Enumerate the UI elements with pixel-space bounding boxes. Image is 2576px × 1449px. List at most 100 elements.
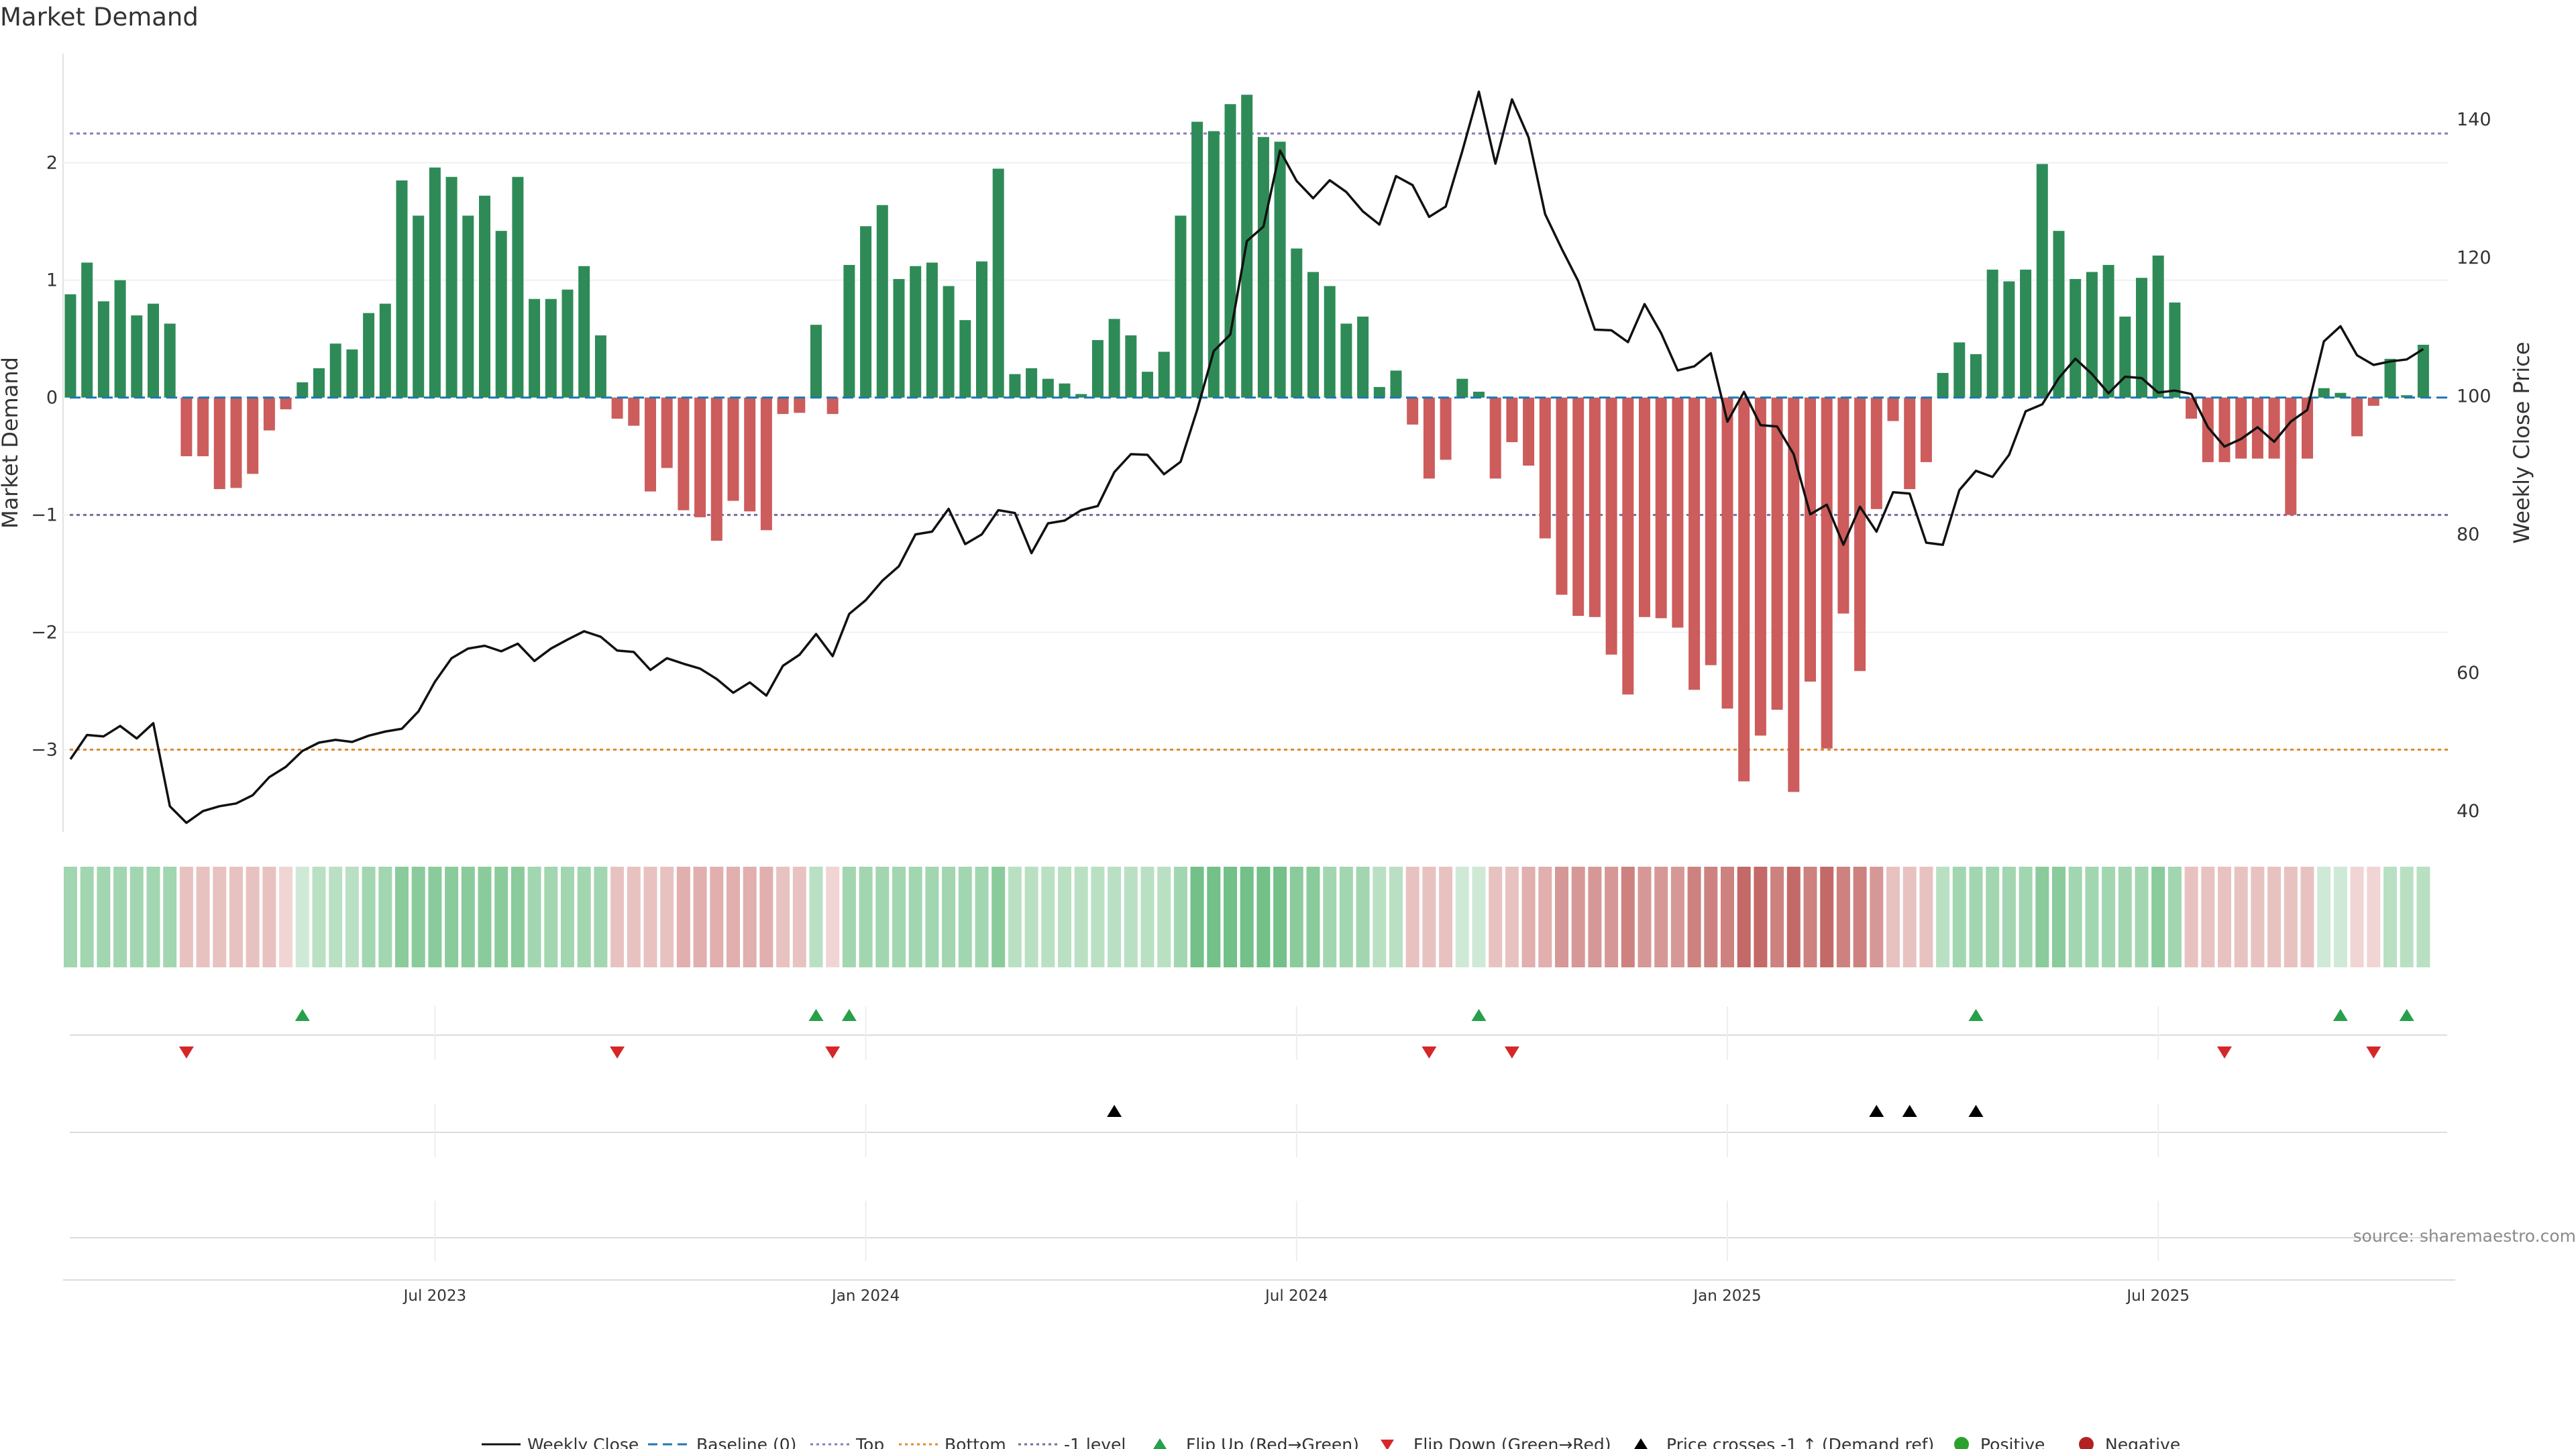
flip-up-marker: [2332, 1009, 2348, 1021]
demand-bar: [1125, 335, 1137, 398]
demand-bar: [943, 286, 955, 398]
strip-cell: [1339, 867, 1353, 967]
demand-bar: [545, 299, 557, 398]
demand-bar: [694, 397, 706, 518]
demand-bar: [1920, 397, 1932, 462]
strip-cell: [461, 867, 475, 967]
demand-bar: [876, 205, 888, 398]
demand-bar: [512, 176, 524, 398]
strip-cell: [1306, 867, 1320, 967]
demand-bar: [1091, 339, 1104, 398]
demand-bar: [329, 343, 341, 398]
demand-bar: [1009, 374, 1021, 398]
strip-cell: [2284, 867, 2298, 967]
strip-cell: [2201, 867, 2215, 967]
y-tick-label-left: 2: [46, 153, 58, 174]
strip-cell: [1670, 867, 1684, 967]
strip-cell: [1157, 867, 1171, 967]
y-tick-label-left: −1: [31, 505, 58, 526]
strip-cell: [1737, 867, 1751, 967]
strip-cell: [2317, 867, 2331, 967]
strip-cell: [1770, 867, 1784, 967]
legend: Weekly Close Baseline (0) Top Bottom -1 …: [482, 1435, 2180, 1449]
demand-bar: [1970, 354, 1982, 398]
strip-cell: [693, 867, 707, 967]
legend-label: Bottom: [945, 1435, 1006, 1449]
strip-cell: [445, 867, 459, 967]
strip-cell: [97, 867, 111, 967]
strip-cell: [1605, 867, 1619, 967]
demand-bar: [2036, 164, 2048, 398]
demand-bar: [1340, 323, 1352, 398]
demand-bar: [313, 368, 325, 398]
legend-label: Baseline (0): [696, 1435, 796, 1449]
legend-item-flip-down: Flip Down (Green→Red): [1381, 1435, 1611, 1449]
demand-bar: [794, 397, 806, 413]
strip-cell: [1439, 867, 1453, 967]
strip-cell: [1754, 867, 1768, 967]
strip-cell: [1902, 867, 1917, 967]
price-cross-icon: [1634, 1438, 1648, 1449]
demand-bar: [1904, 397, 1916, 490]
demand-bar: [1986, 269, 1998, 398]
demand-bar: [1854, 397, 1866, 672]
strip-cell: [1571, 867, 1585, 967]
strip-cell: [975, 867, 989, 967]
demand-bar: [1821, 397, 1833, 749]
right-axis-title: Weekly Close Price: [2509, 341, 2534, 543]
demand-bar: [1307, 272, 1319, 398]
flip-down-marker: [610, 1046, 625, 1059]
strip-cell: [113, 867, 127, 967]
demand-bar: [1705, 397, 1717, 665]
strip-cell: [1074, 867, 1088, 967]
strip-cell: [1836, 867, 1850, 967]
strip-cell: [925, 867, 939, 967]
demand-bar: [1407, 397, 1419, 425]
strip-cell: [2102, 867, 2116, 967]
demand-bar: [2136, 278, 2147, 398]
y-tick-label-right: 40: [2457, 801, 2479, 822]
flip-up-icon: [1153, 1438, 1167, 1449]
demand-bar: [1523, 397, 1535, 466]
legend-item-negative: Negative: [2079, 1435, 2180, 1449]
strip-cell: [1969, 867, 1983, 967]
strip-cell: [1405, 867, 1419, 967]
strip-cell: [1853, 867, 1867, 967]
strip-cell: [1173, 867, 1187, 967]
demand-bar: [826, 397, 839, 415]
demand-bar: [2318, 388, 2330, 398]
strip-cell: [1654, 867, 1668, 967]
strip-cell: [362, 867, 376, 967]
demand-bar: [230, 397, 242, 488]
demand-bar: [561, 289, 574, 398]
strip-cell: [494, 867, 508, 967]
demand-bar: [1887, 397, 1899, 421]
demand-bar: [1771, 397, 1783, 710]
demand-bar: [1456, 378, 1468, 398]
strip-cell: [2052, 867, 2065, 967]
demand-bar: [2152, 255, 2164, 398]
source-note: source: sharemaestro.com: [2353, 1226, 2576, 1246]
flip-up-marker: [294, 1009, 310, 1021]
strip-cell: [1356, 867, 1370, 967]
demand-bar: [1274, 142, 1286, 398]
demand-bar: [926, 262, 938, 398]
strip-cell: [2218, 867, 2231, 967]
demand-bar: [910, 266, 922, 398]
x-date-labels: Jul 2023 Jan 2024 Jul 2024 Jan 2025 Jul 2025: [402, 1287, 2190, 1305]
demand-bar: [710, 397, 722, 541]
strip-cell: [776, 867, 790, 967]
strip-cell: [2019, 867, 2033, 967]
y-tick-label-right: 140: [2457, 109, 2491, 130]
strip-cell: [2416, 867, 2430, 967]
demand-bar: [2086, 272, 2098, 398]
strip-cell: [1919, 867, 1933, 967]
legend-item-flip-up: Flip Up (Red→Green): [1153, 1435, 1359, 1449]
demand-bar: [1059, 383, 1071, 398]
strip-cell: [329, 867, 343, 967]
demand-bar: [1837, 397, 1849, 614]
legend-label: Price crosses -1 ↑ (Demand ref): [1666, 1435, 1934, 1449]
strip-cell: [196, 867, 210, 967]
demand-bar: [1738, 397, 1750, 782]
y-tick-label-right: 120: [2457, 248, 2491, 268]
